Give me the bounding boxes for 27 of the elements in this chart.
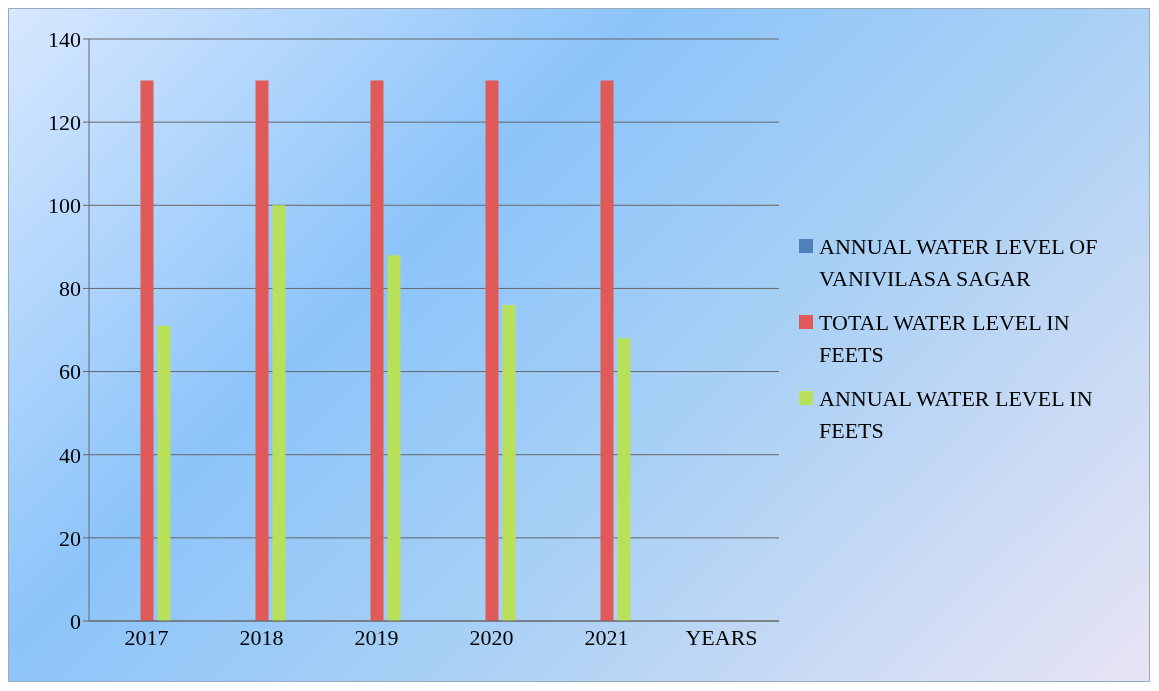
bar bbox=[255, 80, 269, 621]
y-tick-label: 60 bbox=[59, 359, 81, 385]
legend-label: ANNUAL WATER LEVEL OF VANIVILASA SAGAR bbox=[819, 233, 1099, 293]
bar bbox=[485, 80, 499, 621]
y-tick-label: 40 bbox=[59, 442, 81, 468]
bar bbox=[272, 205, 286, 621]
y-tick-label: 120 bbox=[48, 109, 81, 135]
bar bbox=[140, 80, 154, 621]
legend-label: TOTAL WATER LEVEL IN FEETS bbox=[819, 309, 1071, 369]
x-tick-label: 2020 bbox=[469, 624, 514, 650]
legend-label: ANNUAL WATER LEVEL IN FEETS bbox=[819, 385, 1094, 445]
bar bbox=[600, 80, 614, 621]
bar bbox=[387, 255, 401, 621]
bar bbox=[502, 305, 516, 621]
x-tick-label: 2021 bbox=[584, 624, 629, 650]
bar bbox=[617, 338, 631, 621]
y-tick-label: 80 bbox=[59, 276, 81, 302]
x-tick-label: 2018 bbox=[239, 624, 284, 650]
y-tick-label: 0 bbox=[70, 608, 81, 634]
y-tick-label: 140 bbox=[48, 26, 81, 52]
x-tick-label: 2017 bbox=[124, 624, 169, 650]
y-tick-label: 100 bbox=[48, 193, 81, 219]
x-tick-label: 2019 bbox=[354, 624, 399, 650]
x-tick-label: YEARS bbox=[685, 624, 758, 650]
bar bbox=[157, 325, 171, 621]
y-tick-label: 20 bbox=[59, 525, 81, 551]
bar bbox=[370, 80, 384, 621]
